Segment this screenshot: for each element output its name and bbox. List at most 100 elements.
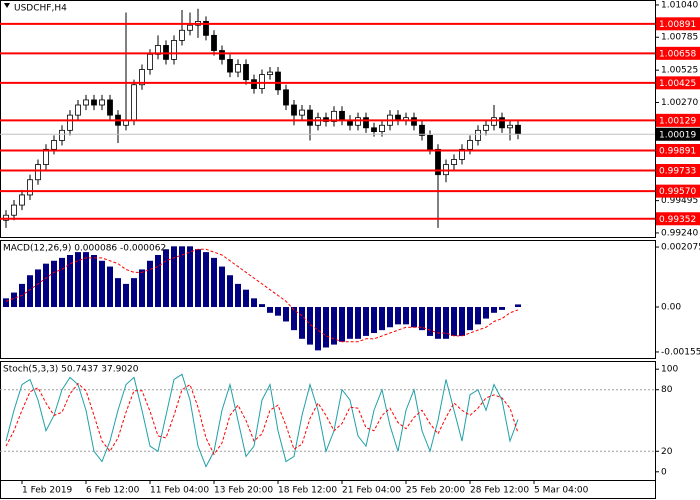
- pane-title: Stoch(5,3,3) 50.7437 37.9020: [3, 365, 139, 375]
- level-label-box: [656, 212, 700, 226]
- candle-body: [51, 140, 57, 150]
- macd-bar: [467, 307, 473, 331]
- candle-body: [331, 110, 337, 122]
- pane-frame: [0, 240, 656, 359]
- macd-bar: [195, 249, 201, 308]
- candle-body: [467, 140, 473, 150]
- level-label: 1.00658: [659, 49, 696, 59]
- pane-title: MACD(12,26,9) 0.000086 -0.000062: [3, 244, 166, 254]
- candle-body: [139, 69, 145, 86]
- macd-bar: [163, 249, 169, 308]
- macd-bar: [435, 307, 441, 339]
- macd-bar: [331, 307, 337, 345]
- macd-bar: [227, 275, 233, 308]
- bottom-frame: [0, 480, 656, 499]
- candle-body: [379, 124, 385, 133]
- macd-bar: [299, 307, 305, 339]
- macd-bar: [483, 307, 489, 319]
- macd-bar: [339, 307, 345, 342]
- candle-body: [11, 204, 17, 216]
- candle-body: [451, 159, 457, 165]
- macd-bar: [283, 307, 289, 322]
- candle-body: [75, 104, 81, 116]
- candle-body: [187, 24, 193, 31]
- macd-bar: [123, 283, 129, 308]
- level-label-box: [656, 143, 700, 157]
- current-price-label: 1.00019: [659, 130, 696, 140]
- macd-bar: [251, 298, 257, 308]
- candle-body: [491, 117, 497, 126]
- level-label-box: [656, 46, 700, 60]
- level-label-box: [656, 113, 700, 127]
- candle-body: [147, 53, 153, 70]
- candle-body: [227, 59, 233, 73]
- x-tick-label: 1 Feb 2019: [22, 486, 73, 496]
- x-tick-label: 21 Feb 04:00: [342, 486, 401, 496]
- level-label: 0.99891: [659, 146, 696, 156]
- symbol-icon: [4, 3, 10, 8]
- macd-bar: [347, 307, 353, 339]
- candle-body: [435, 148, 441, 176]
- x-tick-label: 13 Feb 20:00: [214, 486, 273, 496]
- x-tick-label: 6 Feb 12:00: [86, 486, 140, 496]
- macd-bar: [203, 252, 209, 308]
- macd-bar: [43, 263, 49, 308]
- stoch-line: [5, 382, 519, 456]
- pane-frame: [0, 0, 656, 238]
- level-label: 1.00891: [659, 20, 696, 30]
- level-label-box: [656, 184, 700, 198]
- macd-bar: [499, 307, 505, 310]
- macd-bar: [83, 252, 89, 308]
- candle-body: [107, 99, 113, 116]
- y-tick-label: 1.00785: [661, 33, 698, 43]
- candle-body: [259, 74, 265, 89]
- macd-bar: [75, 252, 81, 308]
- candle-body: [283, 89, 289, 106]
- y-tick-label: 0.99240: [661, 228, 698, 238]
- pane-title: USDCHF,H4: [14, 4, 67, 14]
- candle-body: [267, 71, 273, 76]
- candle-body: [483, 124, 489, 131]
- candle-body: [291, 104, 297, 116]
- current-price-box: [656, 127, 700, 141]
- macd-bar: [411, 307, 417, 328]
- macd-signal: [5, 248, 519, 343]
- candle-body: [43, 148, 49, 165]
- macd-bar: [515, 304, 521, 308]
- candle-body: [99, 99, 105, 106]
- y-tick-label: 0.002075: [661, 243, 700, 253]
- macd-bar: [443, 307, 449, 339]
- y-tick-label: 0.00: [661, 303, 681, 313]
- candle-body: [35, 164, 41, 181]
- macd-bar: [419, 307, 425, 331]
- macd-bar: [219, 266, 225, 308]
- candle-body: [91, 99, 97, 106]
- y-tick-label: 20: [661, 447, 673, 457]
- level-label: 1.00425: [659, 79, 696, 89]
- candle-body: [27, 179, 33, 196]
- macd-bar: [243, 289, 249, 308]
- macd-bar: [51, 260, 57, 308]
- macd-bar: [171, 246, 177, 308]
- stoch-line: [5, 373, 519, 468]
- macd-bar: [315, 307, 321, 351]
- macd-bar: [403, 307, 409, 325]
- candle-body: [275, 71, 281, 91]
- candle-body: [475, 129, 481, 141]
- candle-body: [211, 34, 217, 51]
- candle-body: [499, 117, 505, 129]
- macd-bar: [147, 260, 153, 308]
- macd-bar: [139, 269, 145, 308]
- candle-body: [251, 79, 257, 89]
- candle-body: [19, 194, 25, 206]
- macd-bar: [27, 275, 33, 308]
- macd-bar: [155, 254, 161, 308]
- macd-bar: [451, 307, 457, 336]
- candle-body: [243, 64, 249, 81]
- macd-bar: [91, 254, 97, 308]
- candle-body: [131, 84, 137, 121]
- macd-bar: [3, 298, 9, 308]
- x-tick-label: 18 Feb 12:00: [278, 486, 337, 496]
- candle-body: [179, 29, 185, 41]
- macd-bar: [131, 278, 137, 308]
